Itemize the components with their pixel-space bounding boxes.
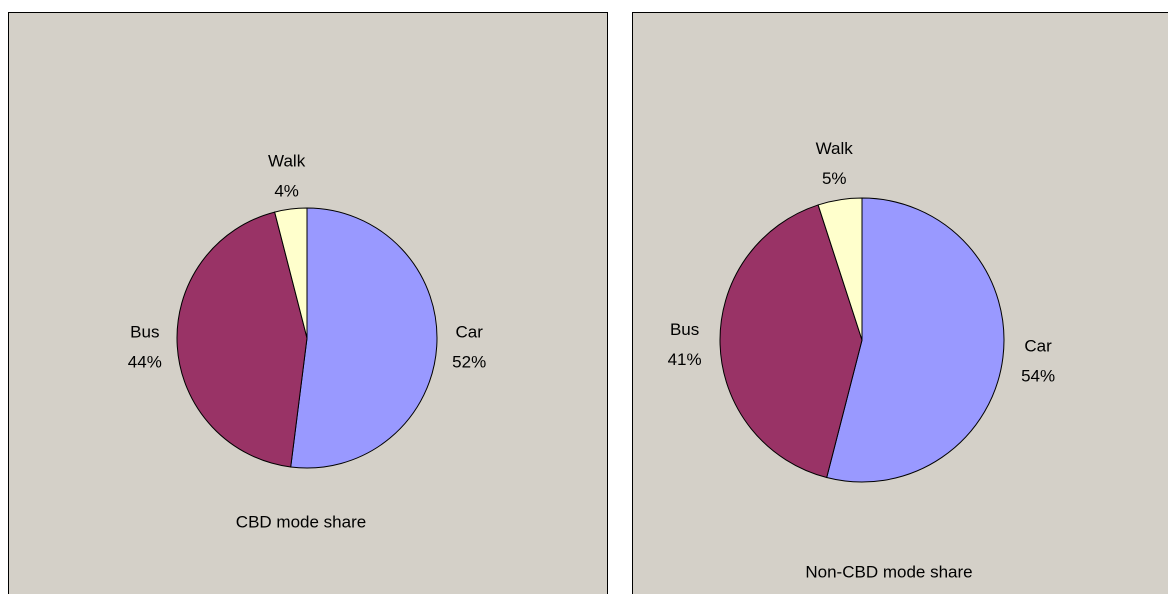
value-label: 44%: [128, 353, 162, 372]
value-label: 41%: [668, 350, 702, 369]
slice-label: Walk: [268, 151, 306, 170]
slice-label: Bus: [670, 320, 699, 339]
slice-label: Bus: [130, 323, 159, 342]
pie-slice: [274, 207, 308, 339]
value-label: 5%: [822, 169, 847, 188]
value-label: 4%: [274, 181, 299, 200]
pie-slice: [719, 204, 863, 479]
slice-label: Car: [455, 323, 483, 342]
pie-slice: [290, 207, 438, 469]
chart-title: CBD mode share: [236, 512, 366, 531]
value-label: 54%: [1021, 367, 1055, 386]
chart-title: Non-CBD mode share: [805, 562, 972, 581]
value-label: 52%: [452, 353, 486, 372]
pie-slice: [176, 211, 308, 468]
slice-label: Car: [1024, 337, 1052, 356]
slice-label: Walk: [816, 139, 854, 158]
pie-slice: [817, 197, 863, 341]
pie-slice: [826, 197, 1005, 483]
